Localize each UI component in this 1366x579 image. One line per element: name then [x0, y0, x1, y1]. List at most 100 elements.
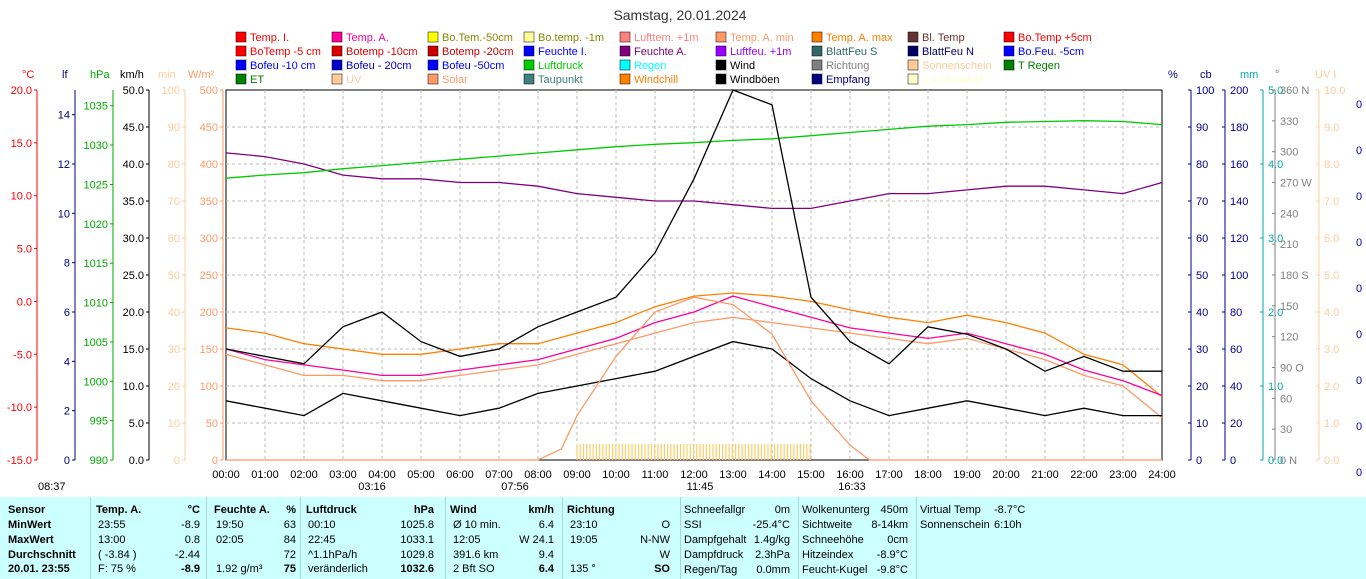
axis-tick-label-deg: 330	[1280, 116, 1298, 128]
legend-label: Solar	[442, 74, 468, 86]
legend-swatch	[523, 59, 535, 71]
x-tick-label: 20:00	[992, 469, 1020, 481]
legend-swatch	[331, 59, 343, 71]
axis-tick-label-deg: 30	[1280, 424, 1292, 436]
axis-tick-label-pct: 40	[1196, 307, 1208, 319]
axis-tick-label-pct: 10	[1196, 418, 1208, 430]
legend-swatch	[907, 31, 919, 43]
axis-tick-label-extra: 0	[1356, 145, 1362, 157]
axis-tick-label-cb: 0	[1230, 455, 1236, 467]
axis-tick-label-temp: 5.0	[17, 244, 32, 256]
axis-tick-label-hpa: 1030	[84, 140, 108, 152]
stats-value-druck: ^1.1hPa/h	[308, 549, 358, 561]
stats-value-wind: Ø 10 min.	[453, 519, 501, 531]
legend-swatch	[619, 45, 631, 57]
axis-tick-label-lf: 2	[64, 406, 70, 418]
stats-value-wind: 6.4	[538, 563, 554, 575]
axis-unit-wm2: W/m²	[188, 69, 215, 81]
axis-tick-label-deg: 270 W	[1280, 178, 1312, 190]
axis-tick-label-lf: 14	[58, 110, 70, 122]
stats-value-feuchte: 63	[283, 519, 296, 531]
stats-column	[445, 497, 563, 579]
legend-label: Bo.temp. -1m	[538, 32, 604, 44]
axis-tick-label-pct: 100	[1196, 85, 1214, 97]
axis-tick-label-uv: 9.0	[1324, 122, 1339, 134]
stats-column	[0, 497, 91, 579]
series-line	[225, 340, 1162, 417]
axis-tick-label-deg: 90 O	[1280, 363, 1304, 375]
legend-label: Bofeu -10 cm	[250, 60, 315, 72]
axis-tick-label-wm2: 300	[200, 233, 218, 245]
stats-value-wind: 391.6 km	[453, 549, 499, 561]
stats-value-wind: 6.4	[538, 519, 554, 531]
legend-swatch	[715, 31, 727, 43]
axis-tick-label-cb: 60	[1230, 344, 1242, 356]
axis-tick-label-deg: 150	[1280, 301, 1298, 313]
legend-label: Bofeu - 20cm	[346, 60, 411, 72]
axis-tick-label-hpa: 995	[90, 416, 108, 428]
axis-tick-label-kmh: 5.0	[129, 418, 144, 430]
axis-tick-label-hpa: 1015	[84, 258, 108, 270]
axis-tick-label-kmh: 30.0	[123, 233, 144, 245]
axis-tick-label-uv: 5.0	[1324, 270, 1339, 282]
x-tick-label: 17:00	[875, 469, 903, 481]
stats-value-temp: ( -3.84 )	[98, 549, 137, 561]
x-tick-label: 08:00	[524, 469, 552, 481]
x-tick-label: 21:00	[1031, 469, 1059, 481]
legend-label: UV	[346, 74, 362, 86]
axis-tick-label-lf: 12	[58, 159, 70, 171]
stats-value-feuchte: 75	[283, 563, 296, 575]
x-tick-label: 10:00	[602, 469, 630, 481]
x-tick-label: 15:00	[797, 469, 825, 481]
axis-tick-label-mm: 2.0	[1268, 307, 1283, 319]
legend-swatch	[619, 31, 631, 43]
legend-label: Temp. A.	[346, 32, 389, 44]
stats-misc-value: 8-14km	[871, 519, 908, 531]
x-tick-label: 05:00	[407, 469, 435, 481]
marker-low1: 03:16	[358, 481, 386, 493]
stats-value-feuchte: 72	[283, 549, 296, 561]
stats-header: Wind	[450, 504, 477, 516]
axis-tick-label-pct: 90	[1196, 122, 1208, 134]
axis-tick-label-wm2: 450	[200, 122, 218, 134]
stats-misc-value: -8.9°C	[876, 549, 908, 561]
axis-tick-label-kmh: 50.0	[123, 85, 144, 97]
legend-swatch	[331, 45, 343, 57]
axis-tick-label-temp: 20.0	[11, 85, 32, 97]
axis-tick-label-hpa: 1005	[84, 337, 108, 349]
legend-swatch	[715, 59, 727, 71]
legend-label: Bl. Temp	[922, 32, 965, 44]
axis-tick-label-kmh: 40.0	[123, 159, 144, 171]
legend-label: Feuchte A.	[634, 46, 687, 58]
legend-label: Botemp -20cm	[442, 46, 514, 58]
axis-tick-label-cb: 160	[1230, 159, 1248, 171]
series-line	[225, 295, 1163, 397]
axis-tick-label-deg: 180 S	[1280, 270, 1309, 282]
series-line	[225, 120, 1163, 179]
stats-header: °C	[187, 504, 200, 516]
axis-tick-label-wm2: 250	[200, 270, 218, 282]
legend-swatch	[427, 73, 439, 85]
axis-tick-label-deg: 300	[1280, 147, 1298, 159]
stats-column	[798, 497, 917, 579]
axis-tick-label-lf: 10	[58, 208, 70, 220]
stats-misc-value: 1.4g/kg	[753, 534, 790, 546]
axis-tick-label-temp: -15.0	[7, 455, 32, 467]
axis-tick-label-uv: 0.0	[1324, 455, 1339, 467]
axis-tick-label-uv: 2.0	[1324, 381, 1339, 393]
axis-tick-label-pct: 0	[1196, 455, 1202, 467]
axis-tick-label-lf: 8	[64, 258, 70, 270]
axis-tick-label-mm: 1.0	[1268, 381, 1283, 393]
legend-swatch	[235, 31, 247, 43]
legend-swatch	[427, 31, 439, 43]
stats-row-label: MaxWert	[8, 534, 54, 546]
axis-tick-label-uv: 3.0	[1324, 344, 1339, 356]
marker-sunset: 16:33	[838, 481, 866, 493]
axis-tick-label-min: 30	[168, 344, 180, 356]
chart-title: Samstag, 20.01.2024	[613, 7, 746, 23]
axis-tick-label-uv: 4.0	[1324, 307, 1339, 319]
legend-swatch	[907, 73, 919, 85]
axis-tick-label-wm2: 500	[200, 85, 218, 97]
stats-value-druck: 22:45	[308, 534, 336, 546]
axis-tick-label-hpa: 1035	[84, 101, 108, 113]
